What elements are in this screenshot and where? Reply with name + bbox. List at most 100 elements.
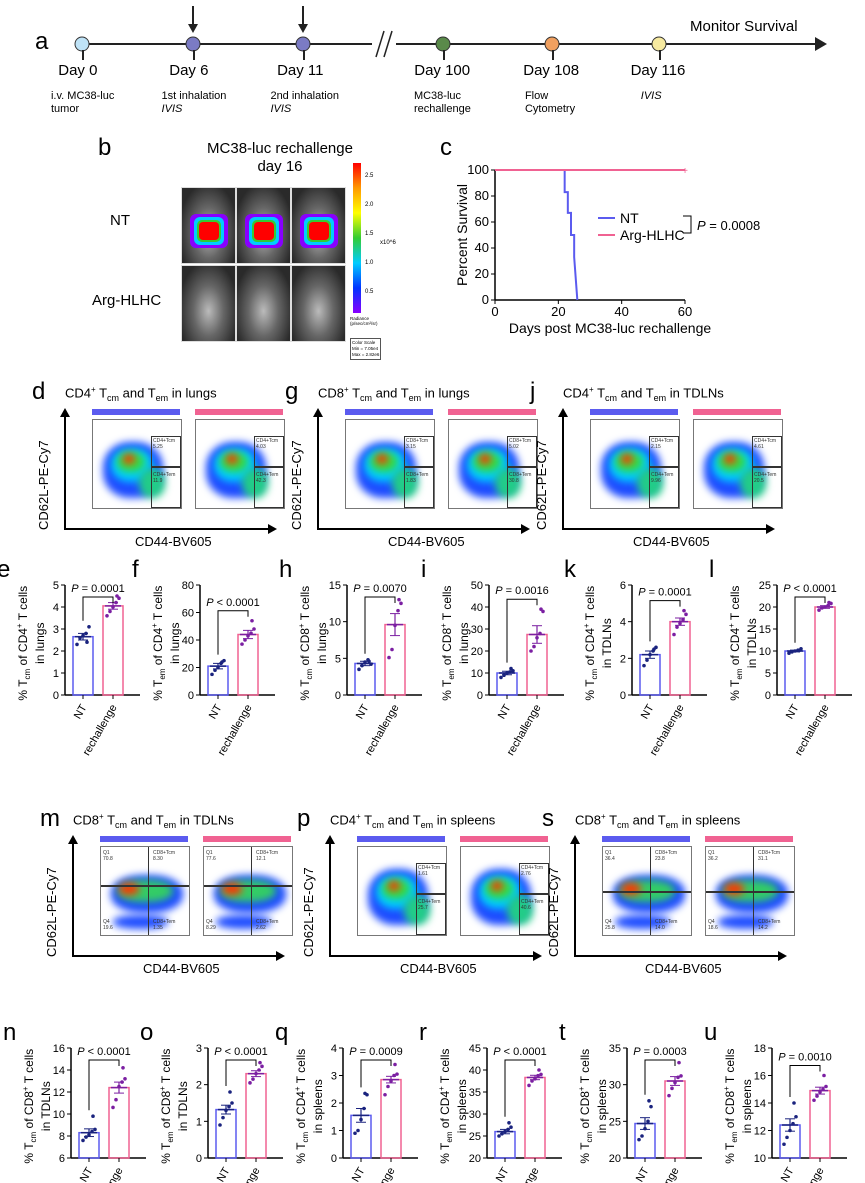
sub: cm: [360, 392, 373, 403]
y-axis-label: % Tem of CD8+ T cells in spleens: [720, 1031, 754, 1181]
y-axis-label: % Tcm of CD4+ T cells in lungs: [13, 568, 47, 718]
tem-gate: [519, 893, 549, 935]
significance-bracket: [82, 596, 114, 621]
desc-line1: IVIS: [640, 90, 662, 102]
quadrant-stat: Q4 18.6: [708, 919, 718, 931]
of: of CD4: [727, 627, 742, 669]
y-tick-label: 5: [53, 580, 59, 592]
arrow-up-icon: [558, 408, 568, 417]
ylabel-line1: % Tem of CD4+ T cells: [725, 568, 746, 718]
timeline-tick: [552, 50, 554, 60]
data-point: [527, 1083, 531, 1088]
data-point: [108, 609, 112, 614]
data-point: [532, 644, 536, 649]
down-arrow-icon: [192, 6, 194, 26]
data-point: [390, 647, 394, 652]
tcm-stat: CD4+Tcm 5.25: [153, 438, 175, 450]
quadrant-stat: CD8+Tcm 23.8: [655, 850, 677, 862]
timeline-description: 1st inhalation IVIS: [162, 90, 227, 116]
x-axis-label: Days post MC38-luc rechallenge: [509, 320, 712, 336]
y-tick-label: 10: [471, 668, 483, 680]
gate-name: CD4+Tem: [256, 472, 279, 478]
sub: cm: [305, 668, 315, 680]
flow-density-plot: CD8+Tcm 3.15 CD8+Tem 1.83: [345, 419, 435, 509]
data-point: [539, 1072, 543, 1077]
bar-rechallenge: [664, 1080, 686, 1159]
gate-name: CD4+Tcm: [651, 438, 674, 444]
tcells: T cells: [150, 585, 165, 624]
gate-name: CD4+Tcm: [256, 438, 279, 444]
y-tick-label: 3: [331, 1071, 337, 1083]
bar-rechallenge: [814, 606, 836, 696]
x-tick-label: 60: [678, 304, 692, 319]
timeline-tick: [193, 50, 195, 60]
color-scale-box: Color Scale Min = 7.05e4 Max = 2.82e6: [350, 338, 382, 360]
title-tissue: in lungs: [421, 385, 470, 401]
of: of CD8: [297, 628, 312, 669]
quadrant-stat: CD8+Tem 1.35: [153, 919, 175, 931]
x-axis-arrow: [329, 955, 534, 957]
data-point: [111, 1105, 115, 1110]
title-cell: CD4: [330, 812, 357, 828]
flow-density-plot: CD4+Tcm 1.61 CD4+Tem 25.7: [357, 846, 447, 936]
pct: % T: [582, 679, 597, 701]
ivis-images: [181, 187, 346, 342]
gate-value: 70.8: [103, 856, 113, 862]
data-point: [648, 652, 652, 657]
ylabel-line1: % Tcm of CD8+ T cells: [295, 568, 316, 718]
arrow-up-icon: [570, 835, 580, 844]
flow-panel-title: CD8+ Tcm and Tem in TDLNs: [73, 812, 234, 830]
pct: % T: [297, 679, 312, 701]
timeline-day-label: Day 0: [58, 62, 98, 79]
data-point: [240, 642, 244, 646]
panel-label-n: n: [3, 1019, 17, 1046]
data-point: [93, 1127, 97, 1132]
y-tick-label: 20: [469, 1153, 481, 1165]
data-point: [81, 633, 85, 638]
quadrant-stat: CD8+Tem 14.2: [758, 919, 780, 931]
data-point: [673, 1080, 677, 1085]
mouse-image: [181, 265, 236, 342]
y-tick-label: 10: [759, 646, 771, 658]
sup: +: [438, 623, 448, 628]
tcm-stat: CD4+Tcm 2.15: [651, 438, 673, 450]
quadrant-stat: CD8+Tem 14.0: [655, 919, 677, 931]
quadrant-line: [251, 847, 252, 935]
sub: cm: [29, 1131, 39, 1143]
y-axis-label: % Tem of CD4+ T cells in lungs: [148, 568, 182, 718]
ylabel-tissue: in spleens: [595, 1079, 610, 1134]
y-tick-label: 8: [59, 1131, 65, 1143]
y-axis-label: % Tem of CD4+ T cells in spleens: [435, 1031, 469, 1181]
data-point: [383, 1092, 387, 1097]
data-point: [533, 1077, 537, 1081]
gate-name: CD4+Tcm: [754, 438, 777, 444]
sub: em: [408, 392, 422, 403]
gate-name: CD4+Tem: [418, 899, 441, 905]
tcm-gate: [649, 436, 679, 468]
density-blob: [724, 454, 736, 464]
arrow-right-icon: [521, 524, 530, 534]
y-tick-label: 20: [182, 663, 194, 675]
data-point: [787, 651, 791, 655]
legend-label: NT: [620, 210, 639, 226]
sub: cm: [23, 668, 33, 680]
y-tick-label: 60: [475, 214, 489, 229]
ylabel-tissue: in spleens: [311, 1079, 326, 1134]
p-value: P = 0.0001: [71, 583, 125, 595]
tcm-gate: [254, 436, 284, 468]
pct: % T: [577, 1142, 592, 1164]
tem-gate: [752, 466, 782, 508]
sub: cm: [301, 1131, 311, 1143]
quadrant-stat: CD8+Tcm 31.1: [758, 850, 780, 862]
data-point: [537, 1068, 541, 1072]
signal-blob: [309, 222, 329, 240]
flow-density-plot: Q1 36.2 CD8+Tcm 31.1 Q4 18.6 CD8+Tem 14.2: [705, 846, 795, 936]
tcm-gate: [752, 436, 782, 468]
pct: % T: [293, 1142, 308, 1164]
down-arrow-head-icon: [188, 24, 198, 33]
desc-line2: tumor: [50, 103, 80, 115]
data-point: [115, 594, 119, 598]
